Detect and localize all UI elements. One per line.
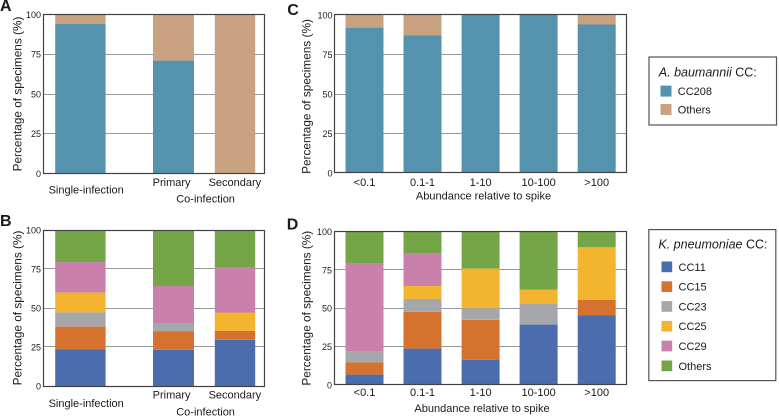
svg-text:>100: >100 (584, 387, 609, 399)
svg-text:0: 0 (327, 380, 332, 390)
svg-text:1-10: 1-10 (470, 177, 492, 189)
svg-text:Others: Others (678, 105, 712, 117)
svg-text:25: 25 (322, 129, 332, 139)
svg-text:Percentage of specimens (%): Percentage of specimens (%) (11, 231, 25, 386)
svg-text:50: 50 (322, 89, 332, 99)
svg-text:D: D (287, 217, 299, 234)
svg-text:Primary: Primary (153, 177, 191, 189)
svg-text:CC25: CC25 (679, 321, 707, 333)
svg-text:Primary: Primary (153, 390, 191, 402)
svg-text:10-100: 10-100 (521, 177, 555, 189)
svg-text:25: 25 (31, 342, 41, 352)
svg-text:0: 0 (327, 168, 332, 178)
svg-text:Abundance relative to spike: Abundance relative to spike (416, 191, 551, 203)
svg-text:Co-infection: Co-infection (176, 407, 235, 417)
svg-text:Percentage of specimens (%): Percentage of specimens (%) (11, 17, 25, 172)
svg-text:B: B (0, 213, 12, 230)
svg-text:50: 50 (322, 304, 332, 314)
svg-text:<0.1: <0.1 (354, 387, 376, 399)
svg-text:10-100: 10-100 (521, 387, 555, 399)
svg-text:C: C (287, 2, 299, 19)
svg-text:Percentage of specimens (%): Percentage of specimens (%) (300, 231, 314, 386)
svg-text:Others: Others (679, 361, 713, 373)
svg-text:25: 25 (31, 129, 41, 139)
svg-text:75: 75 (322, 265, 332, 275)
svg-text:A: A (0, 0, 12, 15)
svg-text:50: 50 (31, 89, 41, 99)
svg-text:Secondary: Secondary (209, 177, 262, 189)
svg-text:Secondary: Secondary (209, 390, 262, 402)
svg-text:75: 75 (31, 264, 41, 274)
svg-text:A. baumannii CC:: A. baumannii CC: (658, 66, 757, 80)
svg-text:Co-infection: Co-infection (176, 193, 235, 205)
svg-text:0: 0 (36, 381, 41, 391)
svg-text:<0.1: <0.1 (354, 177, 376, 189)
svg-text:0.1-1: 0.1-1 (410, 387, 435, 399)
svg-text:1-10: 1-10 (470, 387, 492, 399)
svg-text:25: 25 (322, 342, 332, 352)
svg-text:100: 100 (317, 10, 332, 20)
svg-text:75: 75 (322, 50, 332, 60)
svg-text:Single-infection: Single-infection (49, 398, 124, 410)
svg-text:CC15: CC15 (679, 282, 707, 294)
svg-text:Percentage of specimens (%): Percentage of specimens (%) (300, 19, 314, 174)
svg-text:CC208: CC208 (678, 86, 712, 98)
svg-text:CC29: CC29 (679, 341, 707, 353)
svg-text:Single-infection: Single-infection (49, 185, 124, 197)
svg-text:50: 50 (31, 303, 41, 313)
svg-text:75: 75 (31, 50, 41, 60)
svg-text:0.1-1: 0.1-1 (410, 177, 435, 189)
svg-text:100: 100 (26, 225, 41, 235)
svg-text:>100: >100 (584, 177, 609, 189)
svg-text:0: 0 (36, 169, 41, 179)
svg-text:100: 100 (317, 227, 332, 237)
svg-text:100: 100 (26, 10, 41, 20)
svg-text:CC23: CC23 (679, 301, 707, 313)
svg-text:CC11: CC11 (679, 262, 706, 274)
svg-text:K. pneumoniae CC:: K. pneumoniae CC: (658, 238, 767, 252)
svg-text:Abundance relative to spike: Abundance relative to spike (414, 403, 549, 415)
